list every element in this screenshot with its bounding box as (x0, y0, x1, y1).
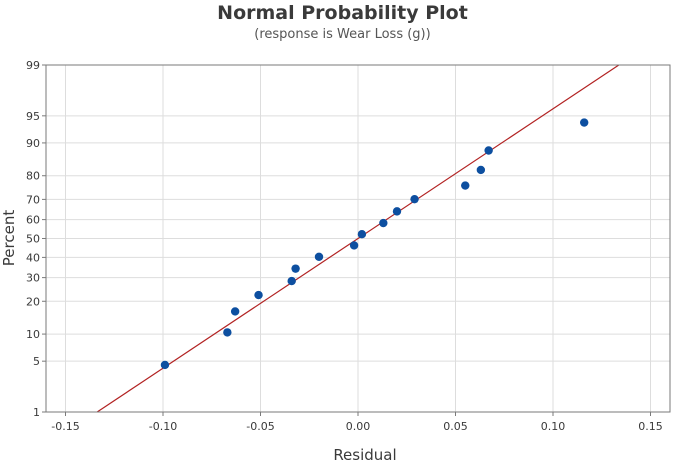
data-point (484, 146, 493, 155)
x-tick-label: 0.15 (638, 420, 663, 433)
y-tick-label: 50 (26, 233, 40, 246)
data-point (314, 252, 324, 262)
point-layer (160, 118, 589, 370)
y-tick-label: 95 (26, 110, 40, 123)
y-tick-label: 20 (26, 295, 40, 308)
data-point (160, 360, 170, 370)
y-axis-label: Percent (0, 210, 18, 267)
data-point (410, 194, 419, 204)
y-tick-label: 90 (26, 137, 40, 150)
data-point (379, 218, 388, 228)
data-point (291, 264, 300, 273)
data-point (254, 290, 263, 300)
x-tick-label: 0.10 (541, 420, 566, 433)
data-point (580, 118, 589, 127)
y-tick-label: 30 (26, 272, 40, 285)
data-point (223, 328, 232, 337)
data-point (287, 276, 296, 286)
tick-layer: -0.15 -0.10 -0.05 0.00 0.05 0.10 0.15 1 5 10 20 30 4… (26, 59, 663, 433)
fit-line-layer (96, 65, 620, 412)
data-point (476, 165, 486, 175)
data-point (461, 181, 470, 190)
y-tick-label: 80 (26, 170, 40, 183)
y-tick-label: 70 (26, 193, 40, 206)
y-tick-label: 5 (33, 355, 40, 368)
x-tick-label: -0.05 (246, 420, 274, 433)
y-tick-label: 10 (26, 328, 40, 341)
data-point (230, 307, 240, 316)
chart-title: Normal Probability Plot (217, 2, 468, 24)
data-point (357, 229, 367, 239)
y-tick-label: 60 (26, 214, 40, 227)
fit-line (96, 65, 620, 412)
data-point (349, 241, 359, 250)
y-tick-label: 40 (26, 251, 40, 264)
y-tick-label: 1 (33, 406, 40, 419)
x-tick-label: -0.10 (149, 420, 177, 433)
data-point (392, 207, 402, 216)
chart-subtitle: (response is Wear Loss (g)) (254, 27, 431, 42)
x-tick-label: 0.00 (346, 420, 371, 433)
x-axis-label: Residual (333, 446, 396, 464)
y-tick-label: 99 (26, 59, 40, 72)
x-tick-label: -0.15 (51, 420, 79, 433)
x-tick-label: 0.05 (443, 420, 468, 433)
